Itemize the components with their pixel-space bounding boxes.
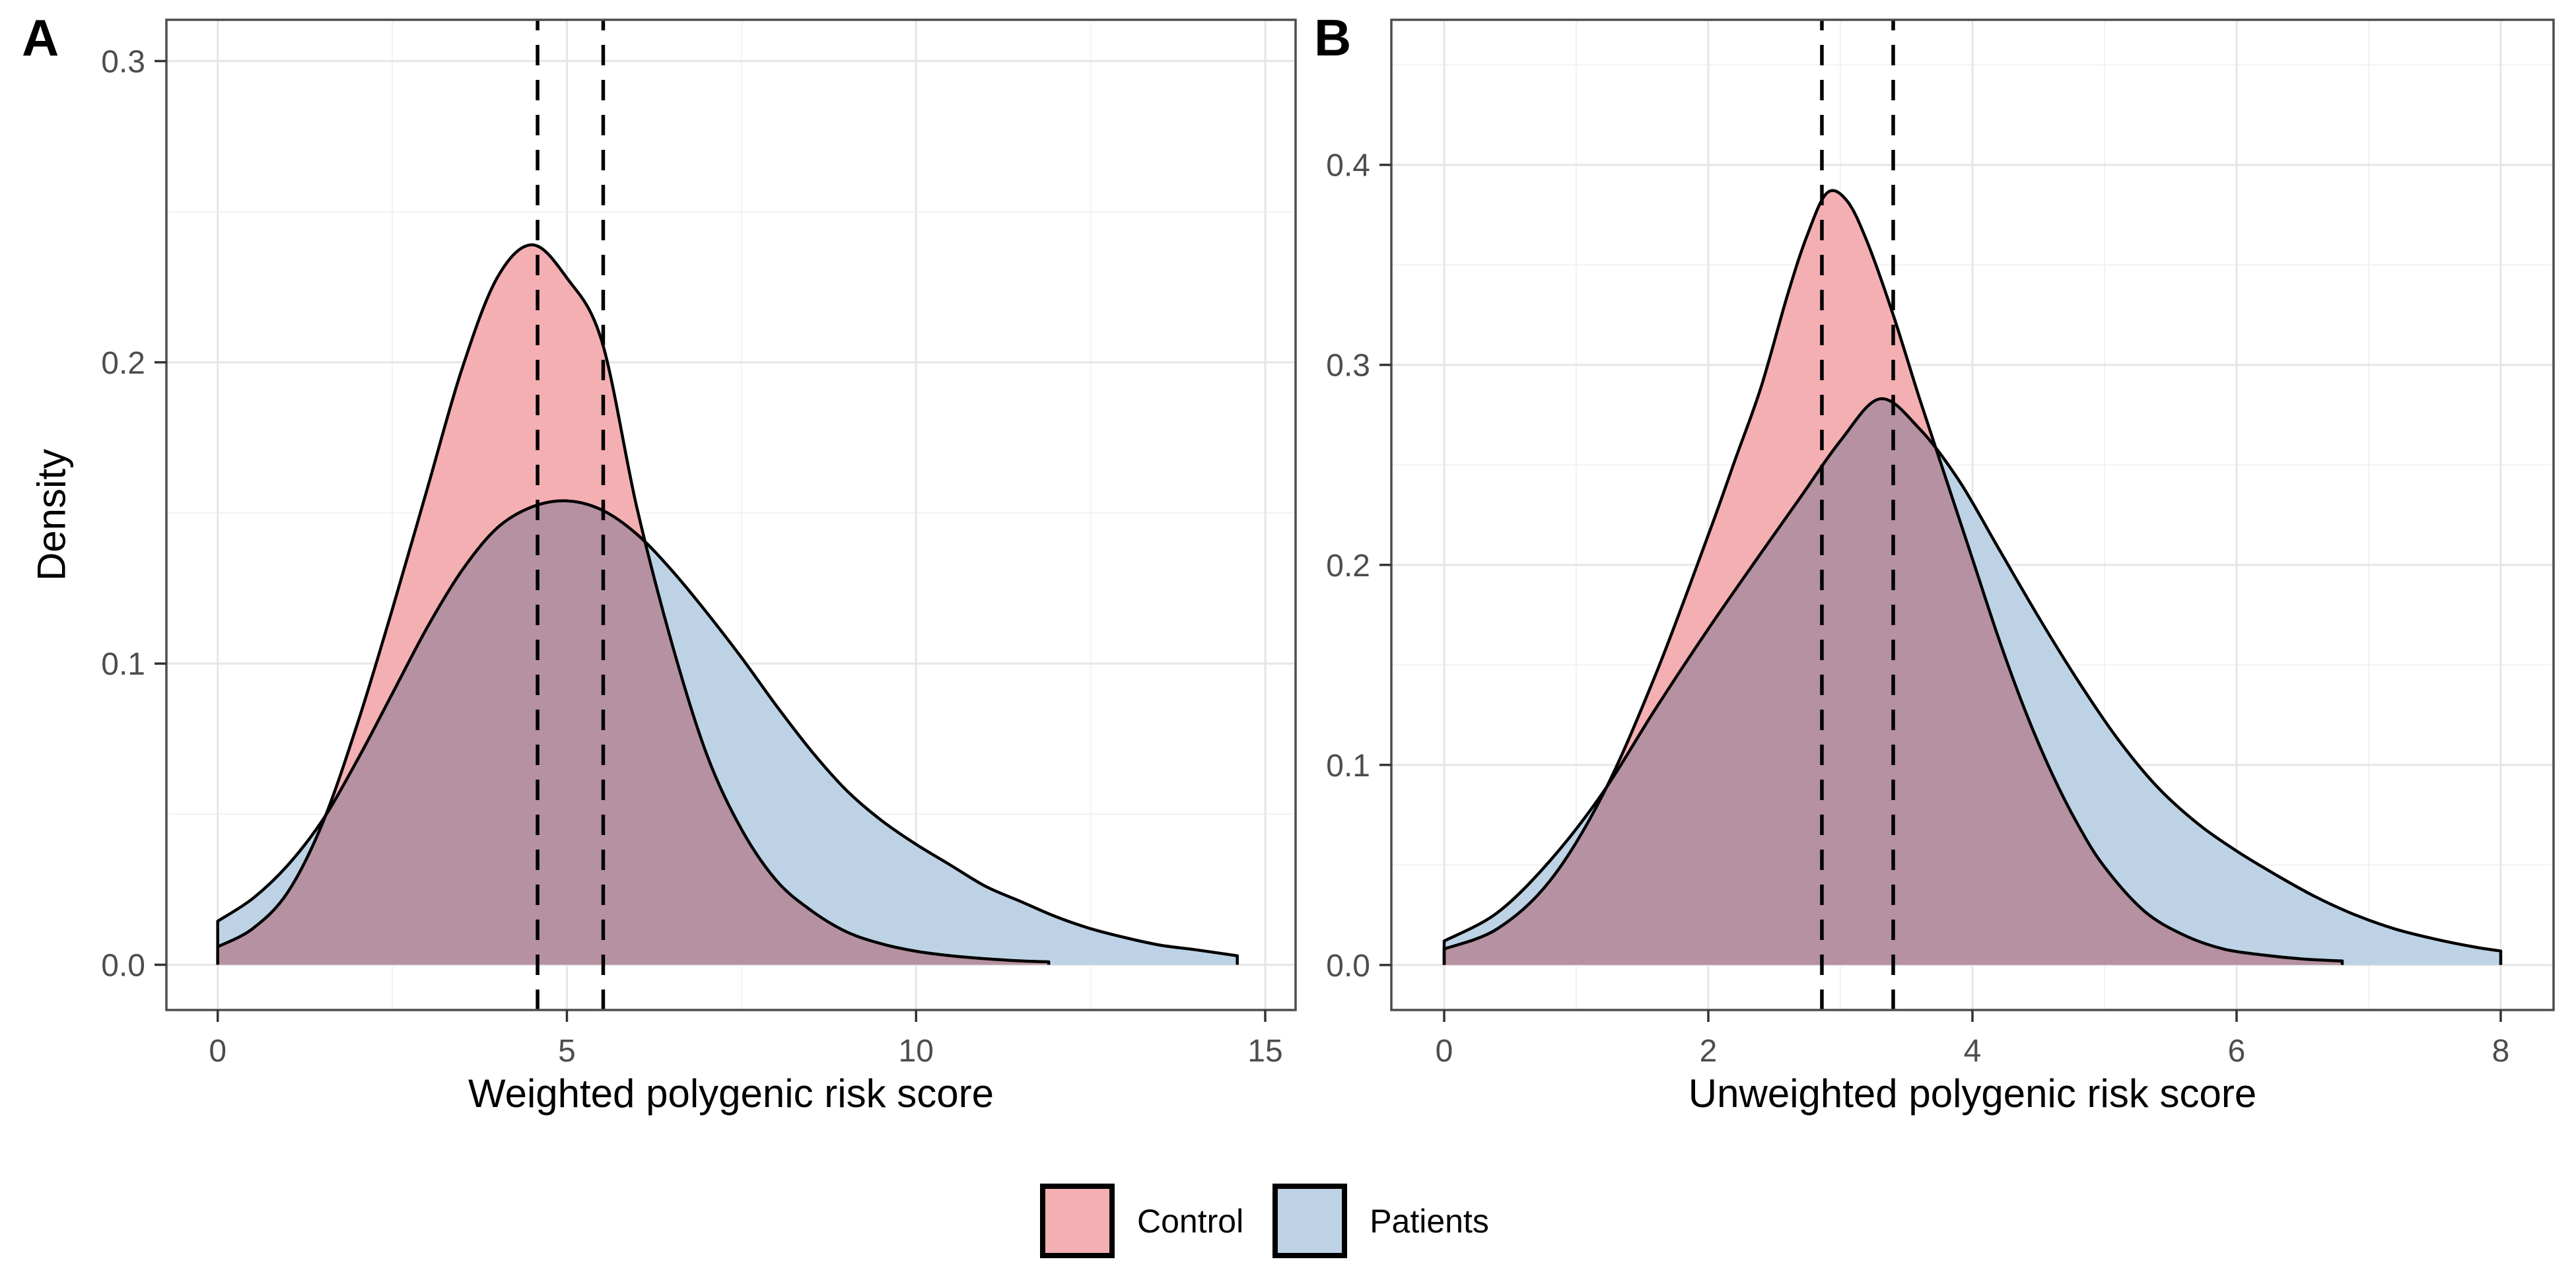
y-tick-label: 0.3 bbox=[101, 45, 145, 80]
y-tick-label: 0.1 bbox=[101, 647, 145, 682]
density-outline-control-A bbox=[216, 243, 1051, 965]
density-area-patients-A bbox=[217, 500, 1237, 965]
density-outline-control-B bbox=[1442, 189, 2344, 965]
density-outline-patients-A bbox=[216, 499, 1239, 965]
y-tick-label: 0.4 bbox=[1326, 149, 1370, 184]
legend: Control Patients bbox=[1040, 1184, 1489, 1258]
y-tick-label: 0.3 bbox=[1326, 349, 1370, 384]
y-tick-label: 0.0 bbox=[101, 949, 145, 984]
density-outline-patients-B bbox=[1442, 397, 2503, 965]
x-tick-label: 10 bbox=[899, 1034, 934, 1069]
y-axis-title: Density bbox=[29, 448, 74, 582]
y-tick-label: 0.1 bbox=[1326, 749, 1370, 784]
panel-letter-a: A bbox=[22, 9, 59, 67]
x-tick-label: 6 bbox=[2228, 1034, 2246, 1069]
legend-key-patients bbox=[1272, 1184, 1348, 1258]
x-tick-label: 15 bbox=[1247, 1034, 1282, 1069]
x-axis-title-panel-b: Unweighted polygenic risk score bbox=[1688, 1071, 2257, 1116]
density-fills-A bbox=[217, 244, 1237, 965]
legend-key-control bbox=[1040, 1184, 1115, 1258]
x-axis-title-panel-a: Weighted polygenic risk score bbox=[468, 1071, 994, 1116]
y-tick-label: 0.2 bbox=[1326, 549, 1370, 584]
x-tick-label: 0 bbox=[1436, 1034, 1453, 1069]
x-tick-label: 2 bbox=[1700, 1034, 1718, 1069]
x-tick-label: 4 bbox=[1964, 1034, 1982, 1069]
density-area-patients-B bbox=[1444, 398, 2501, 965]
x-tick-label: 5 bbox=[558, 1034, 576, 1069]
y-tick-label: 0.2 bbox=[101, 346, 145, 381]
legend-label-patients: Patients bbox=[1370, 1202, 1489, 1240]
legend-label-control: Control bbox=[1137, 1202, 1244, 1240]
panel-letter-b: B bbox=[1314, 9, 1352, 67]
y-tick-label: 0.0 bbox=[1326, 949, 1370, 984]
panel-border-A bbox=[165, 18, 1297, 1011]
x-tick-label: 0 bbox=[209, 1034, 226, 1069]
x-tick-label: 8 bbox=[2492, 1034, 2510, 1069]
